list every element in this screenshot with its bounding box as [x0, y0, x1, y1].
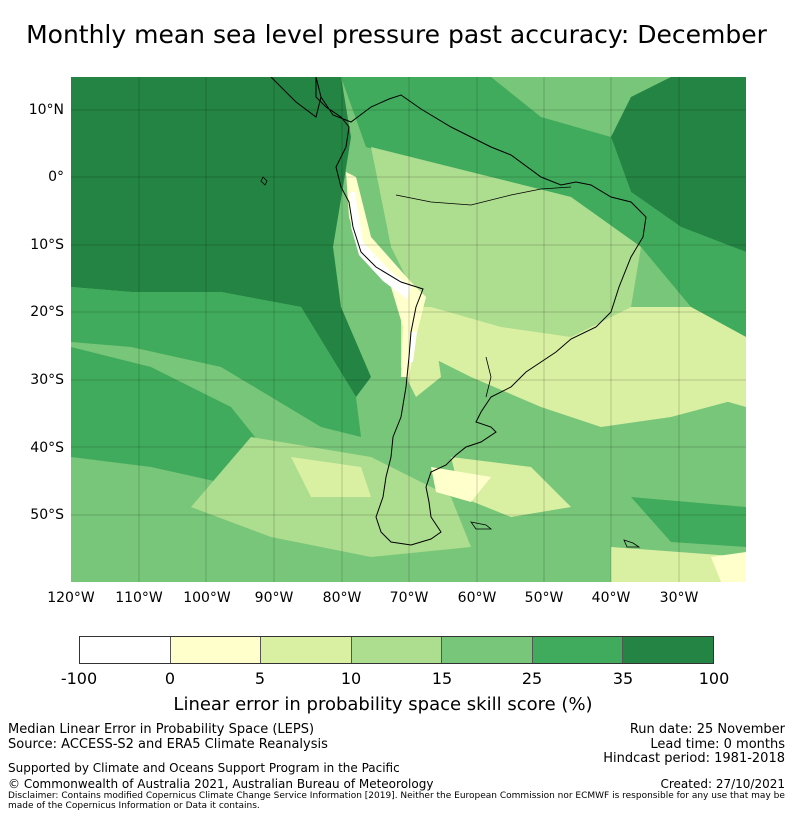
lon-label: 50°W [524, 590, 564, 606]
skill-map [71, 77, 746, 582]
copyright-text: © Commonwealth of Australia 2021, Austra… [8, 777, 434, 791]
coastline-central-america [270, 77, 322, 118]
lon-label: 40°W [591, 590, 631, 606]
colorbar-tick: 25 [521, 669, 543, 688]
skill-map-canvas [71, 77, 746, 582]
colorbar-tick: 15 [431, 669, 453, 688]
lon-label: 80°W [322, 590, 362, 606]
colorbar-segment [261, 637, 352, 663]
skill-region-negative-andes [350, 192, 411, 299]
parana-river [485, 356, 492, 398]
colorbar-segment [80, 637, 171, 663]
skill-region-5-10-east-atlantic [691, 347, 746, 407]
falkland-islands [470, 521, 493, 530]
lead-time-text: Lead time: 0 months [650, 737, 785, 752]
colorbar-segment [351, 637, 443, 663]
skill-region-25-35-southeast [631, 497, 746, 547]
skill-region-5-10-far-south [611, 547, 746, 582]
colorbar-tick: 0 [164, 669, 176, 688]
lat-label: 50°S [30, 507, 64, 523]
lon-label: 60°W [457, 590, 497, 606]
hindcast-text: Hindcast period: 1981-2018 [603, 751, 785, 766]
skill-region-25-35-southwest [71, 347, 271, 487]
lon-label: 70°W [389, 590, 429, 606]
chart-title: Monthly mean sea level pressure past acc… [26, 20, 767, 49]
skill-region-35-100-atlantic [611, 77, 746, 252]
lat-label: 10°S [30, 237, 64, 253]
lat-label: 40°S [30, 440, 64, 456]
colorbar-tick: -100 [60, 669, 98, 688]
colorbar-tick: 10 [340, 669, 362, 688]
colorbar-segment [170, 637, 262, 663]
colorbar-segment [623, 637, 714, 663]
skill-region-0-5-patagonia [431, 467, 491, 502]
south-georgia [623, 539, 641, 548]
colorbar-label: Linear error in probability space skill … [173, 694, 593, 715]
lon-label: 110°W [115, 590, 163, 606]
skill-region-25-35-south-pacific [71, 287, 361, 437]
lon-label: 100°W [183, 590, 231, 606]
disclaimer-text: Disclaimer: Contains modified Copernicus… [8, 791, 785, 811]
galapagos-islands [260, 176, 268, 186]
colorbar [79, 636, 714, 664]
created-text: Created: 27/10/2021 [660, 777, 785, 791]
source-text: Source: ACCESS-S2 and ERA5 Climate Reana… [8, 737, 328, 752]
lon-label: 90°W [254, 590, 294, 606]
coastline-south-america [315, 77, 647, 546]
skill-region-5-10-subtropical [431, 307, 746, 427]
lat-label: 20°S [30, 304, 64, 320]
skill-region-5-10-pacific-south [291, 457, 371, 497]
colorbar-tick: 5 [254, 669, 266, 688]
colorbar-segment [532, 637, 624, 663]
method-text: Median Linear Error in Probability Space… [8, 722, 315, 737]
skill-region-negative-andes-south [409, 332, 417, 362]
lon-label: 120°W [47, 590, 95, 606]
graticule [71, 77, 746, 582]
lon-label: 30°W [659, 590, 699, 606]
support-text: Supported by Climate and Oceans Support … [8, 761, 400, 775]
skill-region-25-35-north [341, 77, 746, 337]
run-date-text: Run date: 25 November [629, 722, 785, 737]
lat-label: 10°N [28, 102, 64, 118]
skill-region-10-15-amazon [371, 147, 641, 337]
skill-region-35-100-pacific [71, 77, 371, 397]
amazon-river [395, 186, 572, 206]
lat-label: 30°S [30, 372, 64, 388]
skill-region-0-5-corner [711, 552, 746, 582]
lat-label: 0° [48, 169, 64, 185]
skill-region-5-10-patagonia [451, 457, 571, 517]
colorbar-tick: 35 [612, 669, 634, 688]
colorbar-tick: 100 [698, 669, 730, 688]
colorbar-segment [442, 637, 533, 663]
